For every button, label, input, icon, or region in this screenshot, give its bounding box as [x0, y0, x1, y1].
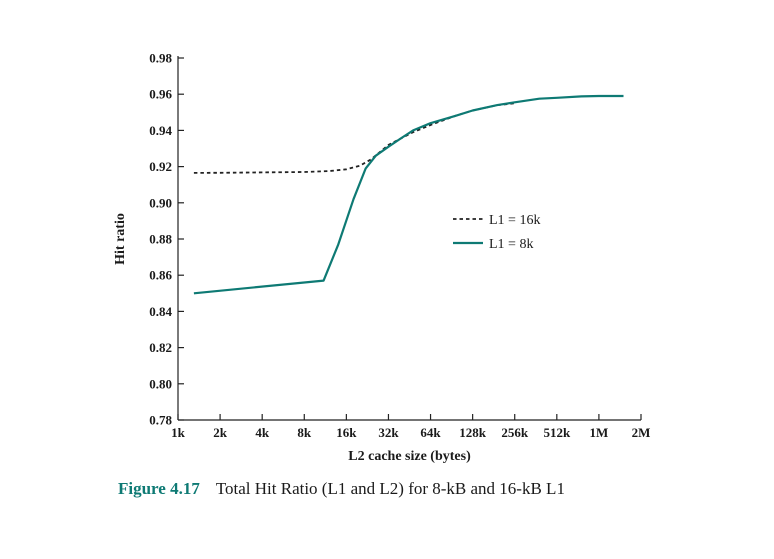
y-tick-label: 0.82	[149, 340, 172, 355]
x-tick-label: 64k	[420, 425, 441, 440]
series-line-l1-16k	[193, 102, 515, 174]
x-tick-label: 128k	[459, 425, 487, 440]
y-tick-label: 0.92	[149, 159, 172, 174]
x-tick-label: 4k	[255, 425, 270, 440]
figure-caption: Figure 4.17 Total Hit Ratio (L1 and L2) …	[118, 479, 565, 499]
x-tick-label: 32k	[378, 425, 399, 440]
x-tick-label: 16k	[336, 425, 357, 440]
x-axis-title: L2 cache size (bytes)	[348, 449, 471, 464]
x-tick-label: 256k	[501, 425, 529, 440]
y-tick-label: 0.90	[149, 195, 172, 210]
hit-ratio-chart: 0.78 0.80 0.82 0.84 0.86 0.88 0.90 0.92 0.94 0.96…	[113, 51, 650, 465]
x-tick-label: 2k	[213, 425, 228, 440]
figure-number: Figure 4.17	[118, 479, 200, 498]
y-tick-label: 0.96	[149, 87, 172, 102]
legend-label: L1 = 8k	[489, 237, 533, 252]
x-tick-label: 2M	[632, 425, 651, 440]
x-tick-label: 1M	[590, 425, 609, 440]
legend-label: L1 = 16k	[489, 213, 540, 228]
figure-caption-text: Total Hit Ratio (L1 and L2) for 8-kB and…	[215, 479, 565, 498]
x-tick-label: 512k	[543, 425, 571, 440]
y-tick-label: 0.78	[149, 413, 172, 428]
y-tick-label: 0.88	[149, 232, 172, 247]
y-tick-label: 0.80	[149, 376, 172, 391]
series-line-l1-8k	[193, 94, 624, 295]
y-axis-title: Hit ratio	[113, 213, 128, 265]
chart-axes: 0.78 0.80 0.82 0.84 0.86 0.88 0.90 0.92 0.94 0.96…	[149, 51, 650, 441]
y-tick-label: 0.84	[149, 304, 172, 319]
y-tick-label: 0.86	[149, 268, 172, 283]
chart-plot-area	[193, 94, 624, 295]
chart-legend: L1 = 16k L1 = 8k	[453, 213, 540, 252]
x-tick-label: 8k	[297, 425, 312, 440]
y-tick-label: 0.94	[149, 123, 172, 138]
x-tick-label: 1k	[171, 425, 186, 440]
y-tick-label: 0.98	[149, 51, 172, 66]
